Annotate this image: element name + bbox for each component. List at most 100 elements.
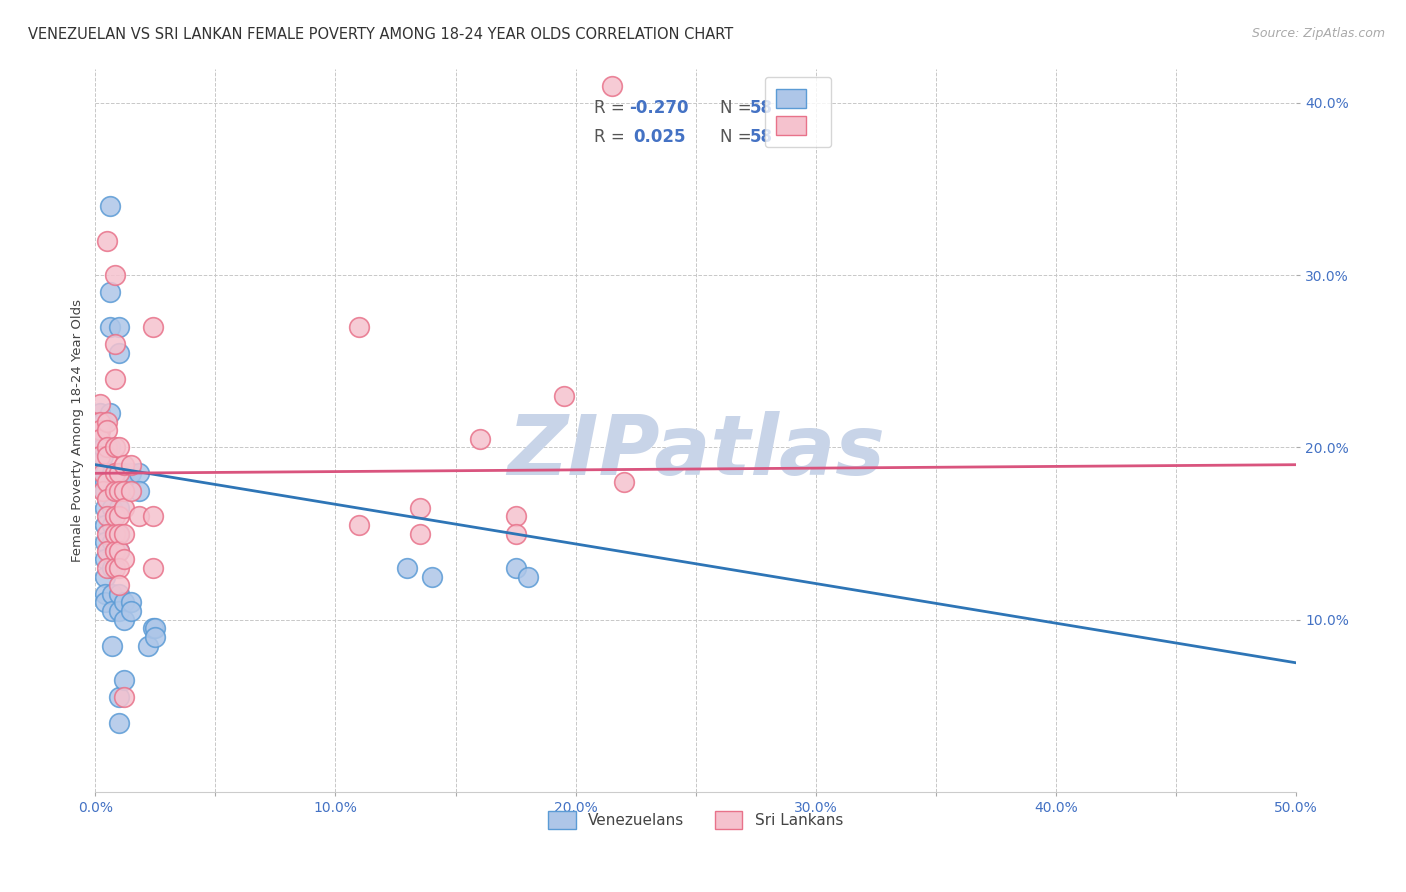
Point [468,432,491,446]
Point [103,526,125,541]
Point [108,441,131,455]
Point [142,509,165,524]
Point [96,475,118,489]
Point [94,587,117,601]
Point [103,371,125,385]
Point [98,441,121,455]
Point [101,535,124,549]
Point [94,475,117,489]
Text: 58: 58 [749,128,773,146]
Point [89,423,111,437]
Point [108,467,131,481]
Point [112,458,135,472]
Point [112,552,135,566]
Text: R =: R = [593,99,630,118]
Point [96,441,118,455]
Point [408,500,430,515]
Point [103,483,125,498]
Point [89,406,111,420]
Point [505,526,527,541]
Point [112,595,135,609]
Point [101,587,124,601]
Point [91,467,114,481]
Point [613,475,636,489]
Point [96,526,118,541]
Point [108,467,131,481]
Point [89,415,111,429]
Point [142,561,165,575]
Point [89,397,111,411]
Point [128,483,150,498]
Point [108,319,131,334]
Point [108,604,131,618]
Point [96,234,118,248]
Point [112,613,135,627]
Point [94,483,117,498]
Point [600,78,623,93]
Point [108,509,131,524]
Point [142,319,165,334]
Point [103,337,125,351]
Point [120,483,142,498]
Point [516,569,538,583]
Point [98,285,121,300]
Point [505,509,527,524]
Point [108,544,131,558]
Point [145,621,167,635]
Point [103,544,125,558]
Point [98,406,121,420]
Point [145,630,167,644]
Text: VENEZUELAN VS SRI LANKAN FEMALE POVERTY AMONG 18-24 YEAR OLDS CORRELATION CHART: VENEZUELAN VS SRI LANKAN FEMALE POVERTY … [28,27,734,42]
Point [396,561,419,575]
Text: 58: 58 [749,99,773,118]
Point [89,423,111,437]
Point [96,561,118,575]
Point [103,561,125,575]
Point [108,483,131,498]
Point [108,500,131,515]
Text: Source: ZipAtlas.com: Source: ZipAtlas.com [1251,27,1385,40]
Point [120,595,142,609]
Point [94,467,117,481]
Point [420,569,443,583]
Point [101,604,124,618]
Point [120,458,142,472]
Y-axis label: Female Poverty Among 18-24 Year Olds: Female Poverty Among 18-24 Year Olds [72,299,84,562]
Point [101,500,124,515]
Text: N =: N = [720,128,756,146]
Point [91,449,114,463]
Point [349,319,371,334]
Point [96,544,118,558]
Point [505,561,527,575]
Point [91,441,114,455]
Point [108,578,131,592]
Point [112,483,135,498]
Point [91,483,114,498]
Point [96,423,118,437]
Point [94,569,117,583]
Point [112,483,135,498]
Point [101,639,124,653]
Point [89,432,111,446]
Point [91,415,114,429]
Point [553,389,575,403]
Point [108,345,131,359]
Point [101,561,124,575]
Text: 0.025: 0.025 [633,128,686,146]
Point [112,467,135,481]
Point [112,526,135,541]
Point [101,467,124,481]
Text: -0.270: -0.270 [630,99,689,118]
Point [136,639,159,653]
Point [128,509,150,524]
Point [96,415,118,429]
Point [120,467,142,481]
Text: R =: R = [593,128,630,146]
Point [101,518,124,533]
Point [101,483,124,498]
Point [108,716,131,731]
Point [103,509,125,524]
Point [349,518,371,533]
Point [96,492,118,507]
Point [96,449,118,463]
